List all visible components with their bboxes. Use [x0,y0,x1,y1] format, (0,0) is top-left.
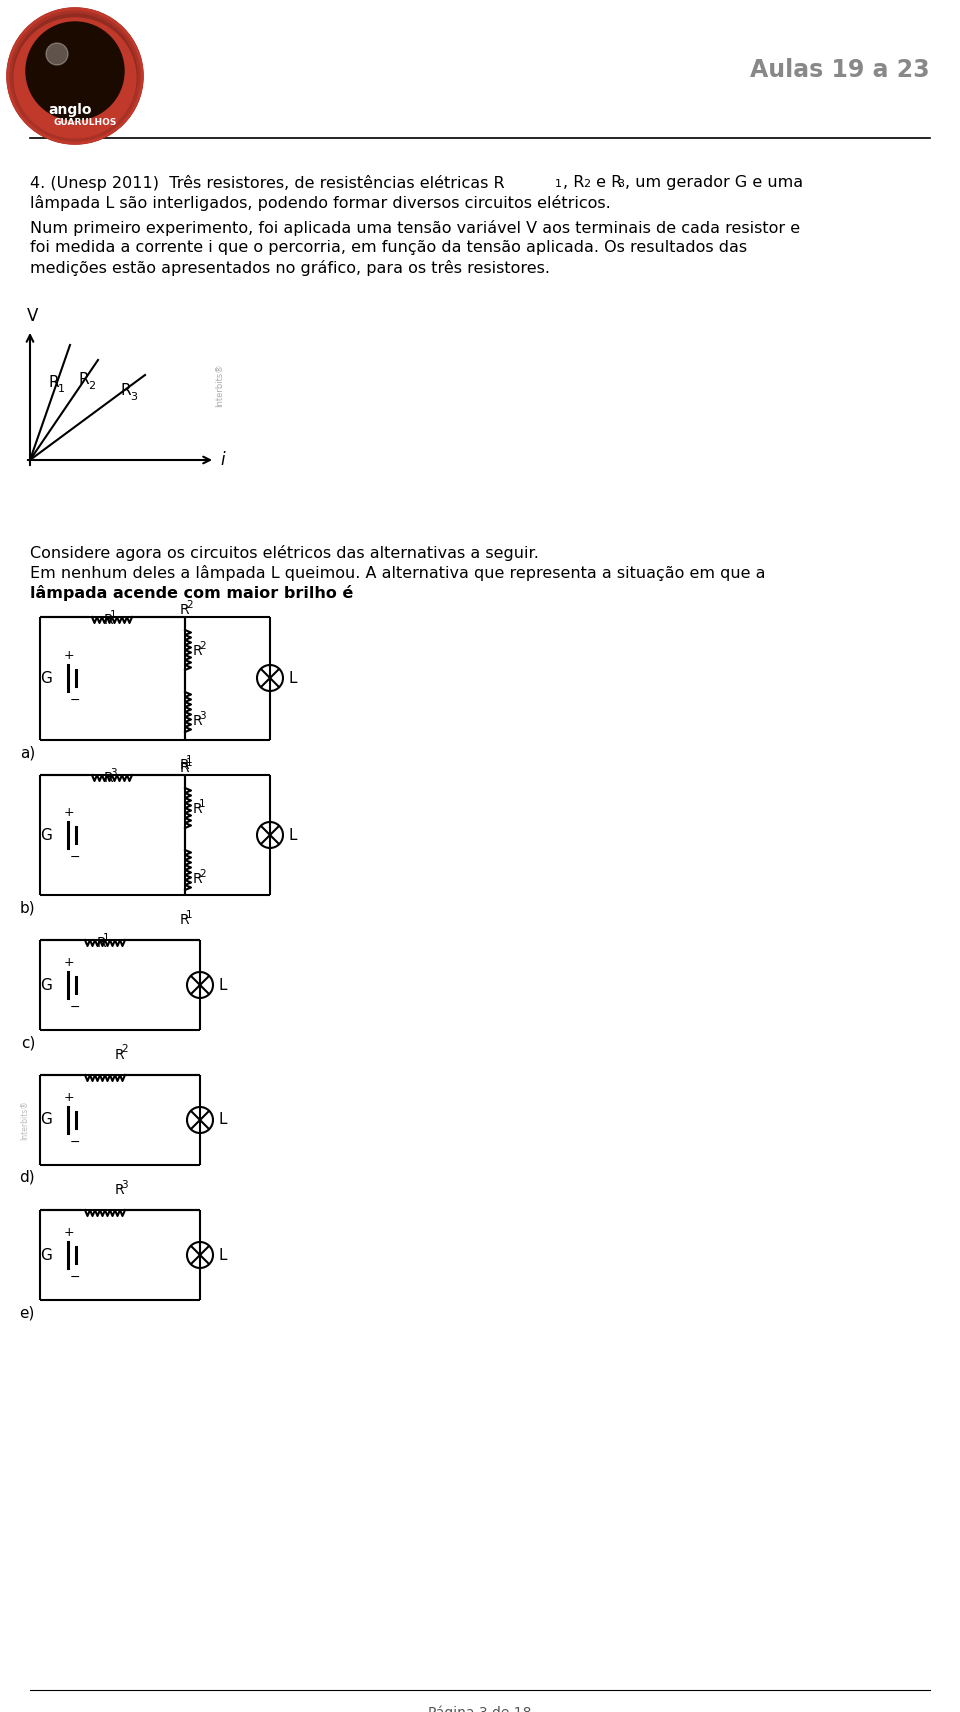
Text: G: G [40,671,52,685]
Text: −: − [70,693,81,707]
Text: Interbits®: Interbits® [20,1101,30,1140]
Text: 4. (Unesp 2011)  Três resistores, de resistências elétricas R: 4. (Unesp 2011) Três resistores, de resi… [30,175,505,192]
Text: d): d) [19,1169,35,1185]
Text: Interbits®: Interbits® [215,363,225,407]
Ellipse shape [15,14,135,132]
Text: −: − [70,851,81,865]
Text: R: R [78,372,88,387]
Text: L: L [218,1113,227,1128]
Text: 2: 2 [200,640,205,651]
Text: R: R [180,762,190,776]
Text: foi medida a corrente i que o percorria, em função da tensão aplicada. Os result: foi medida a corrente i que o percorria,… [30,240,747,255]
Text: R: R [180,758,190,772]
Text: 2: 2 [200,868,205,878]
Text: +: + [63,1226,74,1239]
Text: V: V [27,306,38,325]
Text: Aulas 19 a 23: Aulas 19 a 23 [751,58,930,82]
Text: 2: 2 [186,599,193,609]
Text: Considere agora os circuitos elétricos das alternativas a seguir.: Considere agora os circuitos elétricos d… [30,544,539,562]
Text: R: R [193,714,203,728]
Text: R: R [180,603,190,616]
Text: 1: 1 [200,798,205,808]
Text: 1: 1 [110,609,117,620]
Ellipse shape [13,14,137,139]
Text: R: R [180,912,190,926]
Text: G: G [40,1113,52,1128]
Text: −: − [70,1270,81,1284]
Text: Página 3 de 18: Página 3 de 18 [428,1705,532,1712]
Text: 3: 3 [110,767,117,777]
Ellipse shape [14,19,136,139]
Text: Em nenhum deles a lâmpada L queimou. A alternativa que representa a situação em : Em nenhum deles a lâmpada L queimou. A a… [30,565,765,580]
Text: i: i [220,450,225,469]
Text: 1: 1 [555,180,562,188]
Text: L: L [288,671,297,685]
Text: anglo: anglo [48,103,92,116]
Text: e R: e R [591,175,622,190]
Text: G: G [40,978,52,993]
Text: lâmpada acende com maior brilho é: lâmpada acende com maior brilho é [30,586,353,601]
Text: 2: 2 [583,180,590,188]
Text: GUARULHOS: GUARULHOS [54,118,117,127]
Text: R: R [97,936,107,950]
Ellipse shape [7,9,143,144]
Text: R: R [193,644,203,657]
Text: , um gerador G e uma: , um gerador G e uma [625,175,804,190]
Text: R: R [115,1048,125,1061]
Text: −: − [70,1002,81,1014]
Text: 3: 3 [130,392,137,402]
Text: 1: 1 [186,755,193,765]
Text: a): a) [20,745,35,760]
Text: medições estão apresentados no gráfico, para os três resistores.: medições estão apresentados no gráfico, … [30,260,550,276]
Text: +: + [63,649,74,663]
Text: 1: 1 [58,383,65,394]
Text: G: G [40,1248,52,1262]
Text: c): c) [20,1036,35,1049]
Text: 3: 3 [617,180,624,188]
Text: L: L [218,1248,227,1262]
Text: R: R [48,375,59,390]
Text: e): e) [19,1305,35,1320]
Text: 2: 2 [121,1044,128,1055]
Text: , R: , R [563,175,585,190]
Text: Num primeiro experimento, foi aplicada uma tensão variável V aos terminais de ca: Num primeiro experimento, foi aplicada u… [30,221,800,236]
Ellipse shape [46,43,68,65]
Text: 3: 3 [121,1180,128,1190]
Text: R: R [104,770,113,786]
Text: +: + [63,806,74,818]
Text: R: R [193,801,203,817]
Text: +: + [63,1091,74,1104]
Ellipse shape [7,9,143,144]
Text: R: R [115,1183,125,1197]
Text: 3: 3 [200,710,205,721]
Text: R: R [104,613,113,627]
Text: R: R [120,383,131,397]
Text: L: L [218,978,227,993]
Ellipse shape [26,22,124,120]
Text: G: G [40,827,52,842]
Ellipse shape [10,10,140,140]
Text: lâmpada L são interligados, podendo formar diversos circuitos elétricos.: lâmpada L são interligados, podendo form… [30,195,611,211]
Text: 1: 1 [186,757,193,767]
Text: +: + [63,955,74,969]
Text: 1: 1 [104,933,109,943]
Text: L: L [288,827,297,842]
Text: 2: 2 [88,382,95,390]
Text: R: R [193,871,203,887]
Text: −: − [70,1137,81,1149]
Text: 1: 1 [186,909,193,919]
Text: b): b) [19,901,35,914]
Ellipse shape [11,12,139,140]
